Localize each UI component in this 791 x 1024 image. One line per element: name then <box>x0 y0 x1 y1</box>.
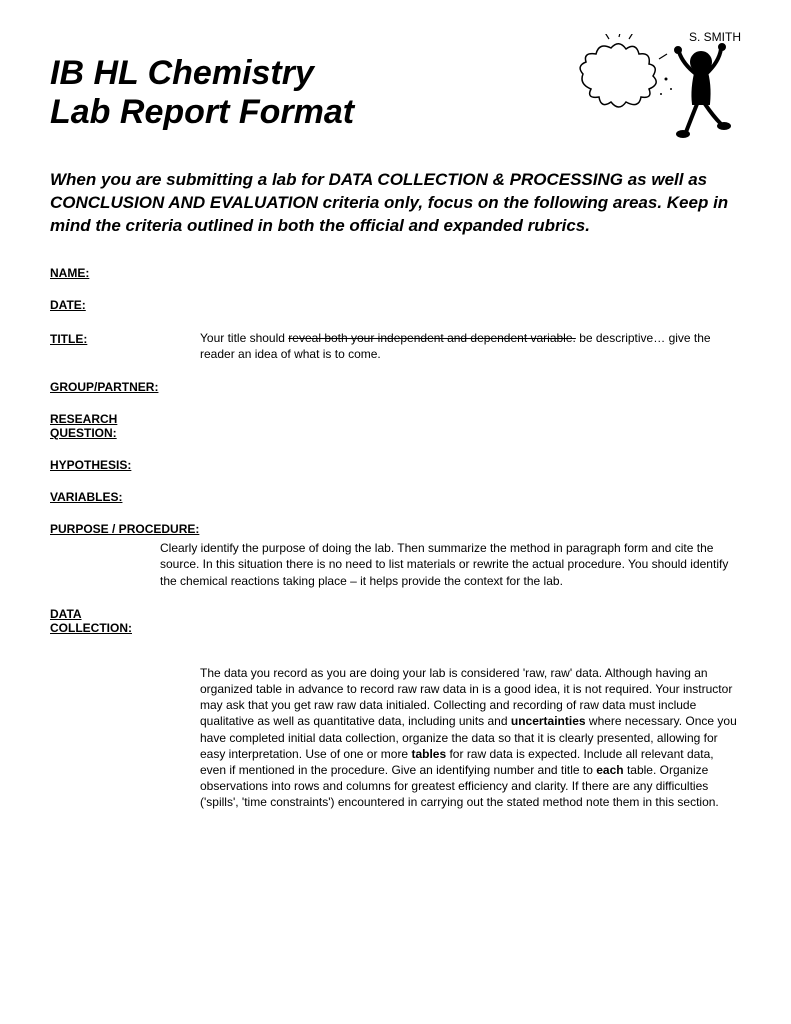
title-description: Your title should reveal both your indep… <box>200 330 741 362</box>
variables-label: VARIABLES: <box>50 490 122 504</box>
main-title-line2: Lab Report Format <box>50 93 571 132</box>
field-name: NAME: <box>50 266 741 280</box>
data-label: DATA COLLECTION: <box>50 607 160 635</box>
purpose-description: Clearly identify the purpose of doing th… <box>160 540 741 589</box>
data-bold-each: each <box>596 763 623 777</box>
title-label: TITLE: <box>50 332 87 346</box>
field-purpose: PURPOSE / PROCEDURE: <box>50 522 741 536</box>
intro-paragraph: When you are submitting a lab for DATA C… <box>50 169 741 238</box>
field-hypothesis: HYPOTHESIS: <box>50 458 741 472</box>
document-page: S. SMITH IB HL Chemistry Lab Report Form… <box>0 0 791 1024</box>
data-description: The data you record as you are doing you… <box>200 665 741 811</box>
title-block: IB HL Chemistry Lab Report Format <box>50 54 571 132</box>
chemistry-cartoon-icon <box>571 34 741 144</box>
name-label: NAME: <box>50 266 89 280</box>
field-title: TITLE: Your title should reveal both you… <box>50 330 741 362</box>
field-date: DATE: <box>50 298 741 312</box>
title-desc-strike: reveal both your independent and depende… <box>288 331 576 345</box>
field-group: GROUP/PARTNER: <box>50 380 741 394</box>
title-row: IB HL Chemistry Lab Report Format <box>50 54 741 144</box>
group-label: GROUP/PARTNER: <box>50 380 158 394</box>
hypothesis-label: HYPOTHESIS: <box>50 458 131 472</box>
main-title-line1: IB HL Chemistry <box>50 54 571 93</box>
data-bold-uncertainties: uncertainties <box>511 714 586 728</box>
date-label: DATE: <box>50 298 86 312</box>
title-desc-pre: Your title should <box>200 331 288 345</box>
purpose-label: PURPOSE / PROCEDURE: <box>50 522 199 536</box>
field-variables: VARIABLES: <box>50 490 741 504</box>
research-label: RESEARCH QUESTION: <box>50 412 150 440</box>
field-research: RESEARCH QUESTION: <box>50 412 741 440</box>
data-bold-tables: tables <box>411 747 446 761</box>
field-data: DATA COLLECTION: <box>50 607 741 635</box>
